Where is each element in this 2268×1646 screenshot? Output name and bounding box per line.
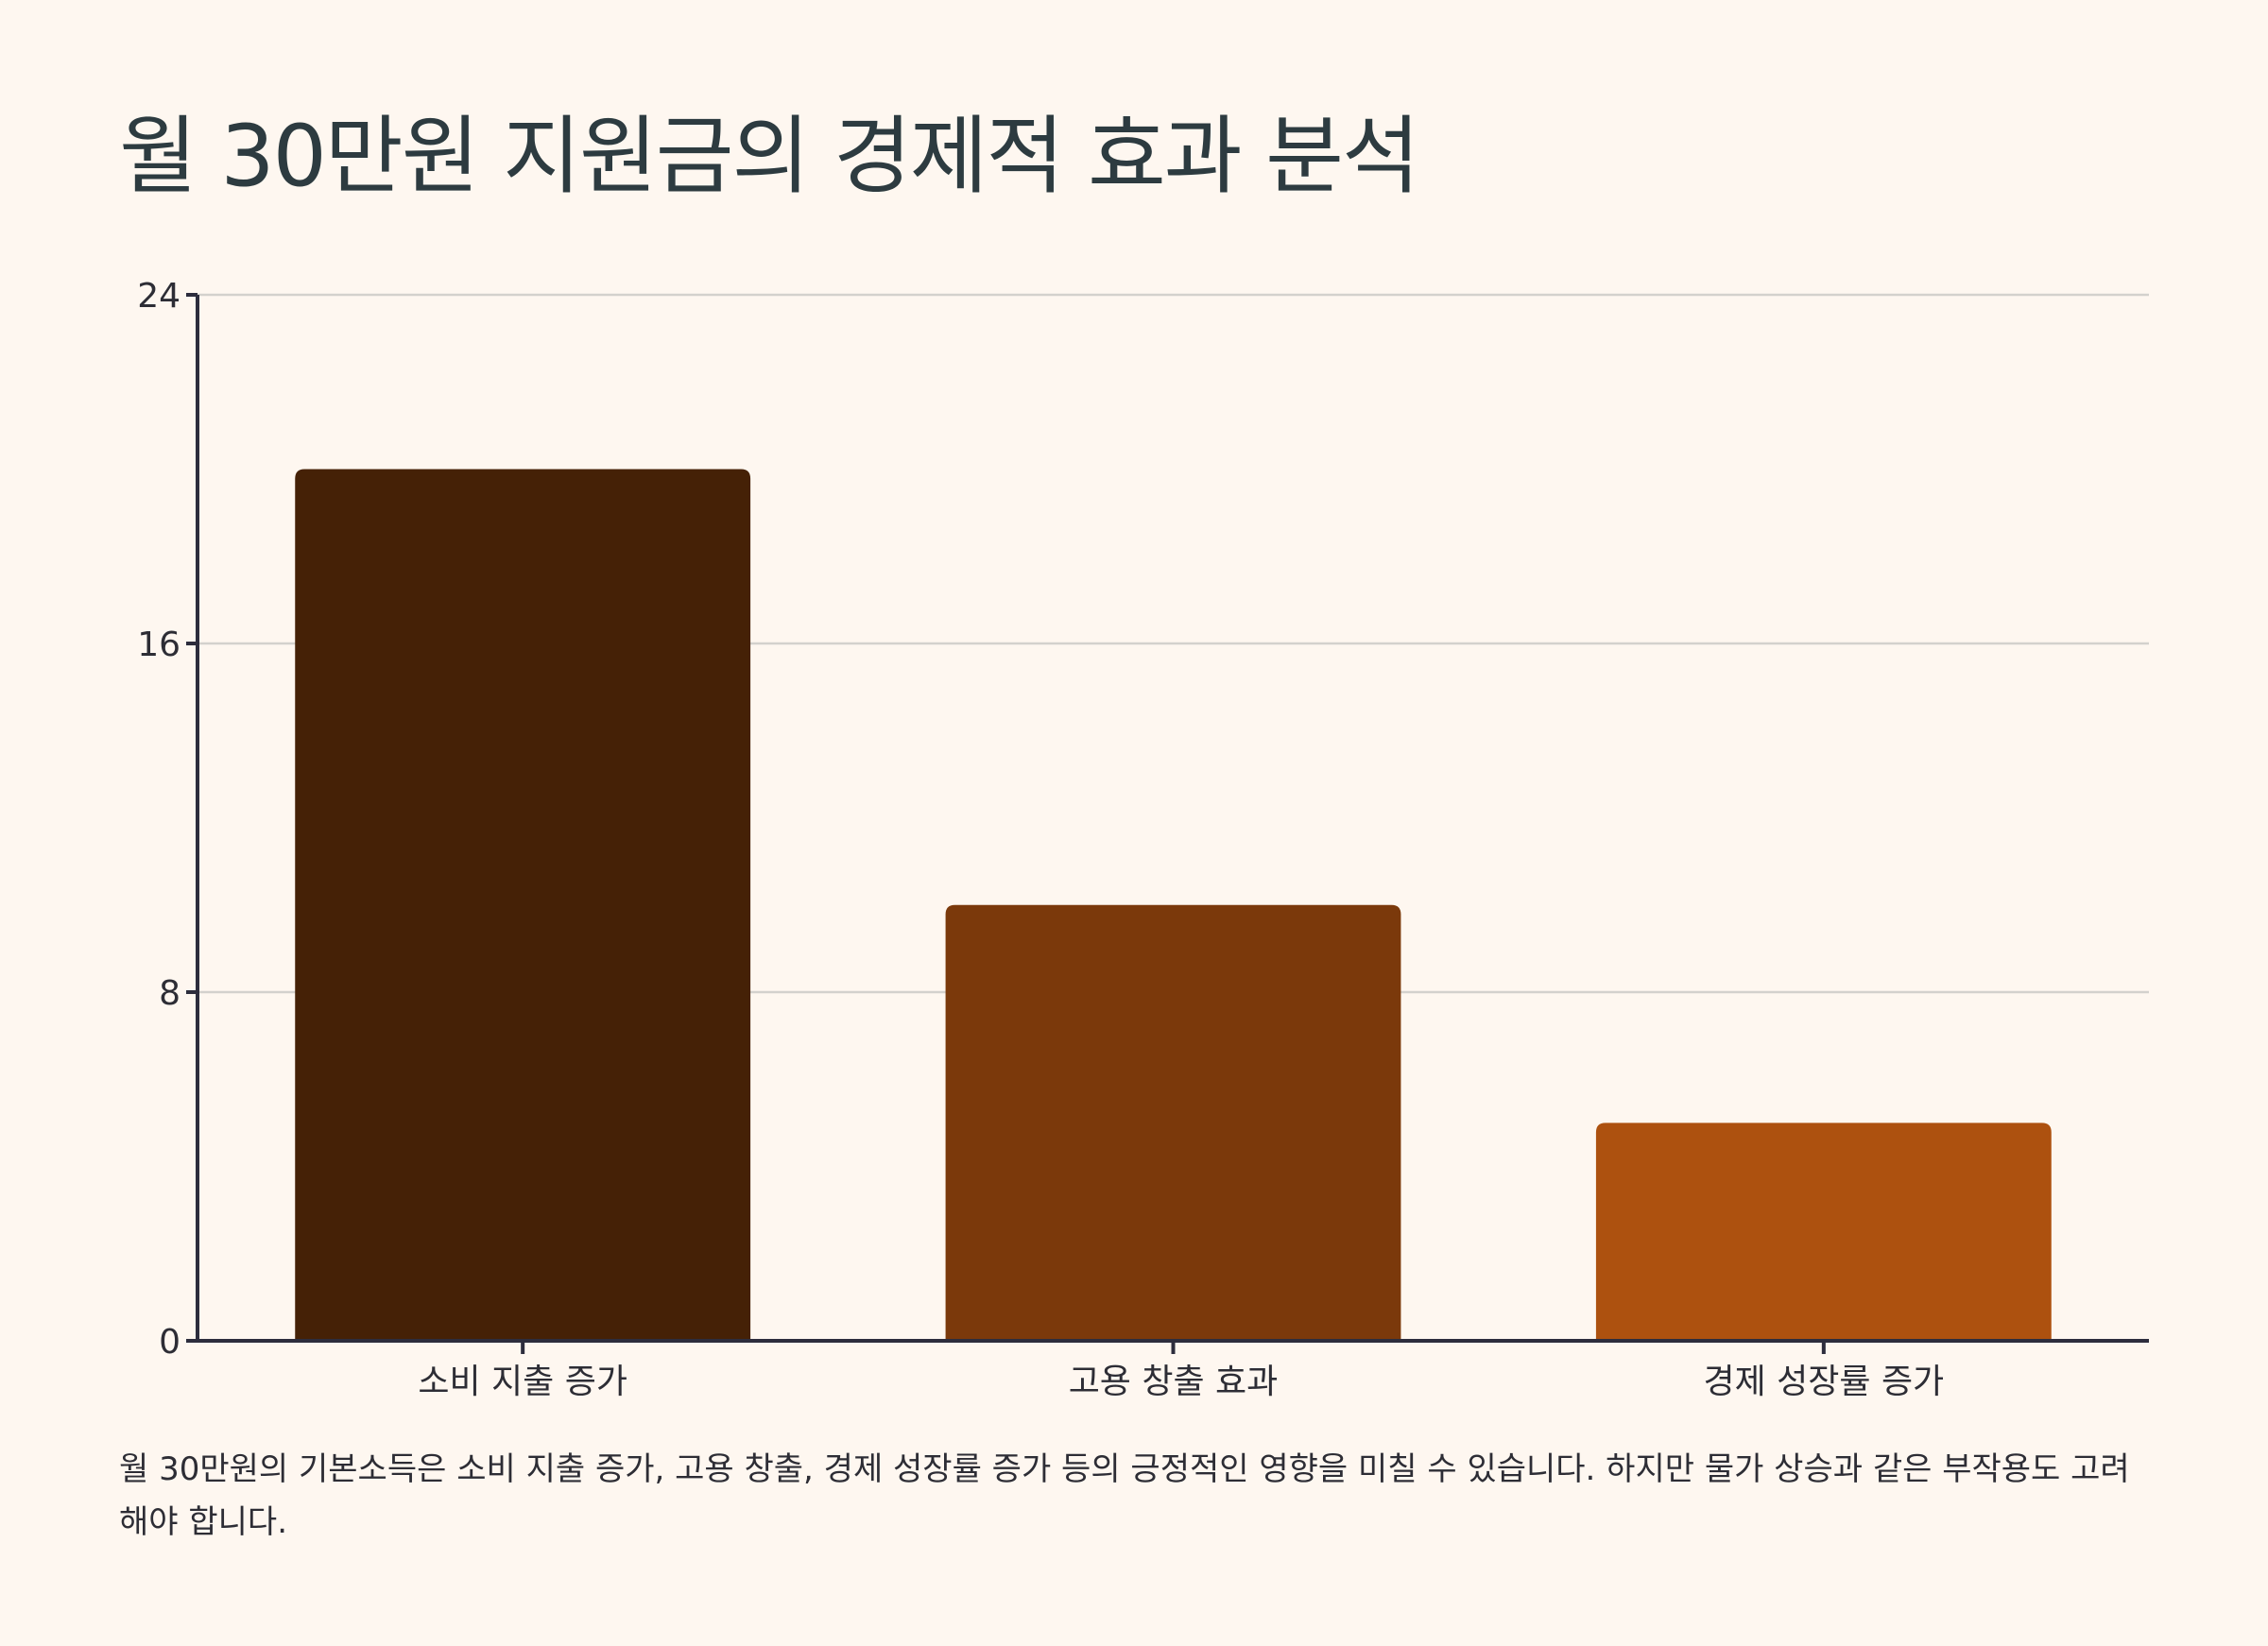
y-tick-label: 24 xyxy=(137,277,180,316)
y-tick-label: 16 xyxy=(137,626,180,664)
y-tick-label: 8 xyxy=(159,974,180,1013)
bar-1 xyxy=(295,469,751,1341)
bar-3 xyxy=(1595,1123,2052,1341)
chart-caption: 월 30만원의 기본소득은 소비 지출 증가, 고용 창출, 경제 성장률 증가… xyxy=(119,1450,2130,1541)
x-tick-label: 소비 지출 증가 xyxy=(418,1363,627,1401)
y-tick-label: 0 xyxy=(159,1323,180,1362)
tick-labels: 0 8 16 24 소비 지출 증가 고용 창출 효과 경제 성장률 증가 xyxy=(137,277,1944,1401)
bar-2 xyxy=(945,904,1401,1341)
x-tick-label: 고용 창출 효과 xyxy=(1069,1363,1279,1401)
chart-title: 월 30만원 지원금의 경제적 효과 분석 xyxy=(119,107,1420,206)
bar-chart: 0 8 16 24 소비 지출 증가 고용 창출 효과 경제 성장률 증가 xyxy=(137,277,2149,1401)
bars xyxy=(295,469,2052,1341)
x-tick-label: 경제 성장률 증가 xyxy=(1703,1363,1944,1401)
axes xyxy=(186,293,2149,1354)
